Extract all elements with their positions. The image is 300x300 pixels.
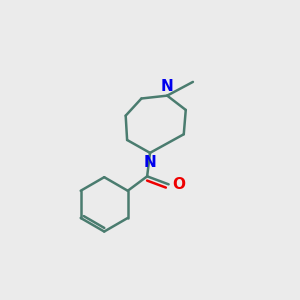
- Text: O: O: [172, 177, 186, 192]
- Text: N: N: [144, 154, 156, 169]
- Text: N: N: [161, 79, 173, 94]
